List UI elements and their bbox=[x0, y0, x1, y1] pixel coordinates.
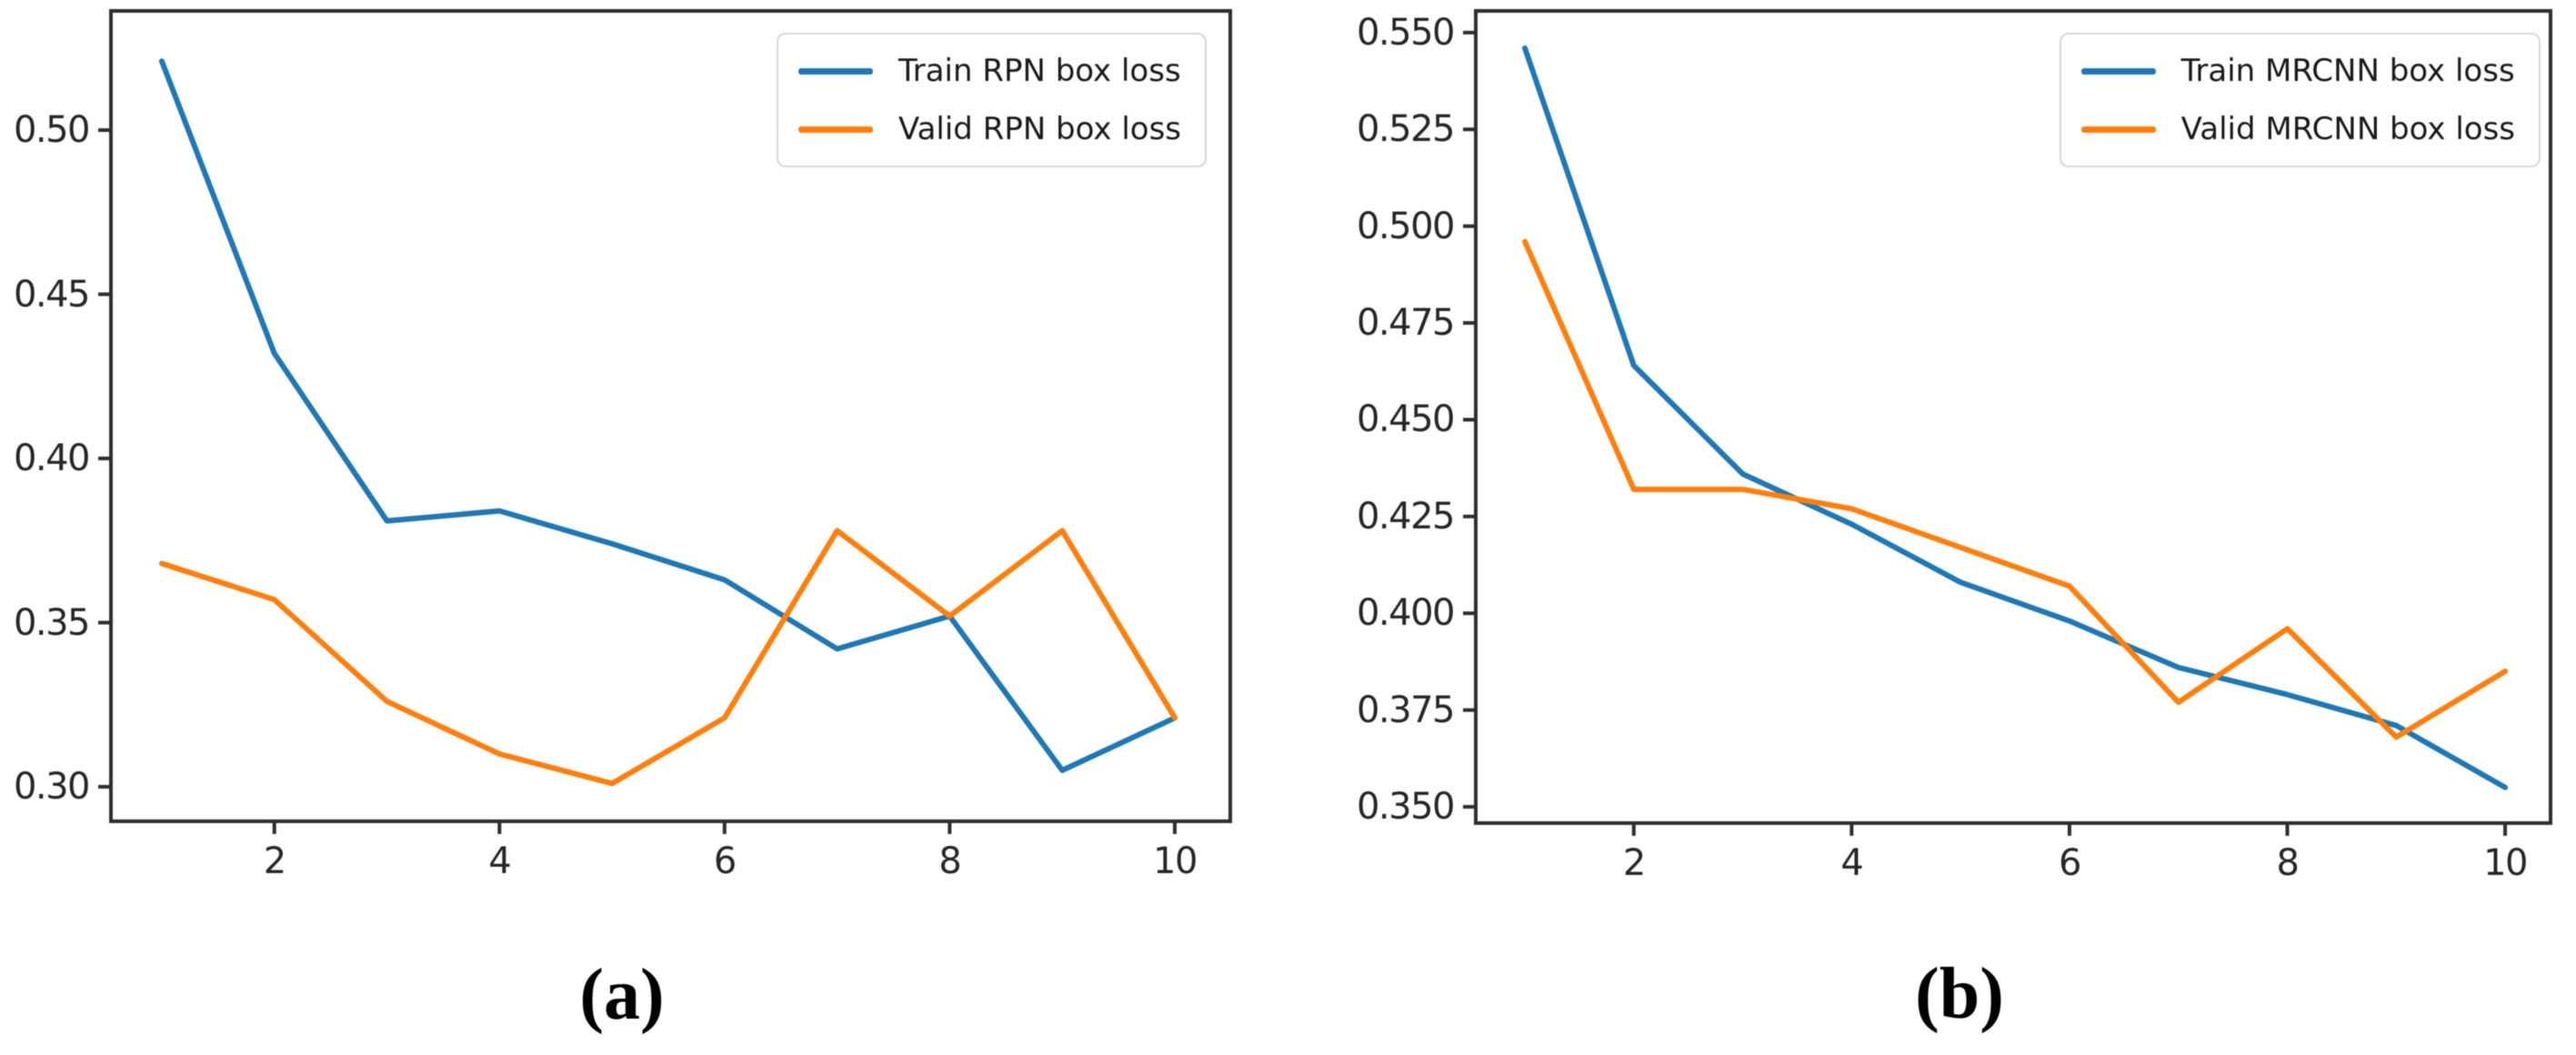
y-tick-label: 0.40 bbox=[13, 437, 91, 480]
chart-b-legend: Train MRCNN box loss Valid MRCNN box loss bbox=[2059, 33, 2541, 167]
y-tick-label: 0.525 bbox=[1356, 108, 1456, 151]
legend-row: Train RPN box loss bbox=[797, 53, 1181, 89]
x-tick-label: 6 bbox=[713, 840, 737, 882]
y-tick-label: 0.400 bbox=[1356, 592, 1456, 635]
plot-spines bbox=[1474, 9, 2552, 825]
legend-row: Valid RPN box loss bbox=[797, 111, 1181, 147]
legend-row: Train MRCNN box loss bbox=[2080, 53, 2515, 89]
chart-a-legend: Train RPN box loss Valid RPN box loss bbox=[776, 33, 1207, 167]
x-tick-label: 10 bbox=[2483, 842, 2528, 884]
x-tick-label: 2 bbox=[263, 840, 286, 882]
legend-row: Valid MRCNN box loss bbox=[2080, 111, 2515, 147]
series-line bbox=[158, 528, 1178, 787]
legend-label: Valid MRCNN box loss bbox=[2180, 111, 2515, 147]
x-tick-label: 10 bbox=[1153, 840, 1198, 882]
legend-label: Train RPN box loss bbox=[897, 53, 1181, 89]
x-tick-label: 4 bbox=[1840, 842, 1863, 884]
series-line bbox=[1522, 238, 2509, 740]
y-tick-label: 0.375 bbox=[1356, 688, 1456, 731]
y-tick-label: 0.30 bbox=[13, 766, 91, 809]
y-tick-label: 0.450 bbox=[1356, 398, 1456, 441]
y-tick-label: 0.45 bbox=[13, 273, 91, 316]
legend-line-sample bbox=[797, 67, 873, 75]
legend-line-sample bbox=[2080, 126, 2156, 133]
y-tick-label: 0.350 bbox=[1356, 786, 1456, 829]
y-tick-label: 0.475 bbox=[1356, 302, 1456, 345]
series-line bbox=[158, 58, 1178, 773]
y-tick-label: 0.500 bbox=[1356, 205, 1456, 247]
x-tick-label: 4 bbox=[488, 840, 511, 882]
y-tick-label: 0.35 bbox=[13, 601, 91, 644]
x-tick-label: 8 bbox=[2276, 842, 2300, 884]
legend-label: Valid RPN box loss bbox=[897, 111, 1181, 147]
legend-label: Train MRCNN box loss bbox=[2180, 53, 2515, 89]
legend-line-sample bbox=[2080, 67, 2156, 75]
y-tick-label: 0.550 bbox=[1356, 11, 1456, 54]
chart-a-caption: (a) bbox=[579, 955, 665, 1035]
x-tick-label: 2 bbox=[1622, 842, 1646, 884]
y-tick-label: 0.50 bbox=[13, 109, 91, 152]
legend-line-sample bbox=[797, 126, 873, 133]
chart-b-caption: (b) bbox=[1915, 954, 2004, 1034]
y-tick-label: 0.425 bbox=[1356, 495, 1456, 538]
series-line bbox=[1522, 45, 2509, 790]
plot-spines bbox=[109, 9, 1232, 823]
chart-b-plot bbox=[1463, 9, 2552, 836]
chart-a-plot bbox=[98, 9, 1232, 834]
x-tick-label: 6 bbox=[2058, 842, 2081, 884]
x-tick-label: 8 bbox=[938, 840, 961, 882]
